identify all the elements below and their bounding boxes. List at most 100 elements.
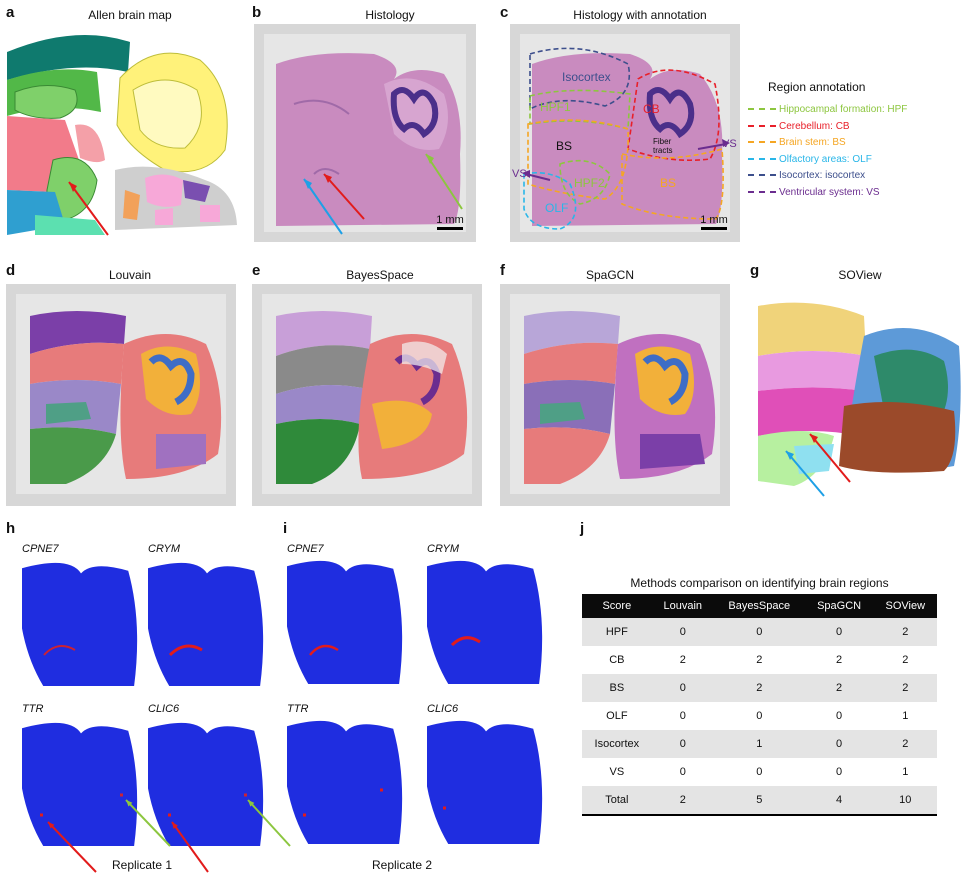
panel-title-g: SOView	[838, 268, 882, 282]
table-row: Total 2 5 4 10	[582, 786, 937, 816]
table-cell: 2	[651, 786, 714, 816]
gene-label-i-4: CLIC6	[427, 703, 459, 715]
panel-title-e: BayesSpace	[346, 268, 414, 282]
expression-hotspot	[168, 644, 203, 657]
gene-label-h-1: CPNE7	[22, 543, 59, 555]
gene-label-i-1: CPNE7	[287, 543, 324, 555]
table-cell: BS	[582, 674, 652, 702]
legend-item-label: Ventricular system: VS	[779, 186, 880, 198]
spagcn-clustering-map	[500, 284, 730, 506]
legend-swatch	[748, 141, 776, 144]
label-bs-left: BS	[556, 139, 573, 153]
arrow	[47, 821, 97, 873]
table-cell: HPF	[582, 618, 652, 646]
label-vs-right: VS	[722, 138, 737, 150]
legend-item-label: Isocortex: isocortex	[779, 170, 866, 181]
annotated-histology	[510, 24, 740, 242]
louvain-clustering-map	[6, 284, 236, 506]
legend-item: Isocortex: isocortex	[748, 170, 865, 181]
legend-title: Region annotation	[768, 80, 866, 94]
legend-item: Olfactory areas: OLF	[748, 154, 872, 165]
legend-item-label: Hippocampal formation: HPF	[779, 104, 908, 115]
table-cell: 4	[804, 786, 874, 816]
tissue-section	[22, 722, 138, 846]
table-row: BS 0 2 2 2	[582, 674, 937, 702]
arrow-head	[126, 800, 133, 807]
table-cell: 2	[756, 654, 763, 666]
tissue-section	[427, 560, 543, 684]
gene-label-h-4: CLIC6	[148, 703, 180, 715]
table-cell: 2	[804, 674, 874, 702]
table-row: HPF 0 0 0 2	[582, 618, 937, 646]
table-cell: 0	[836, 710, 843, 722]
panel-label-b: b	[252, 4, 262, 21]
tissue-section	[287, 560, 403, 684]
panel-title-f: SpaGCN	[585, 268, 635, 282]
legend-swatch	[748, 108, 776, 111]
table-cell: OLF	[606, 710, 628, 722]
table-cell: 0	[804, 618, 874, 646]
panel-label-j: j	[580, 520, 585, 537]
table-cell: 10	[873, 786, 937, 816]
panel-title-d: Louvain	[108, 268, 152, 282]
table-header-cell: BayesSpace	[713, 594, 805, 618]
legend-swatch	[748, 124, 776, 127]
table-header-cell: SOView	[873, 594, 937, 618]
histology-image	[254, 24, 476, 242]
table-cell: 5	[713, 786, 805, 816]
gene-label-h-3: TTR	[22, 703, 44, 715]
table-cell: 1	[713, 730, 805, 758]
table-cell: 0	[651, 618, 714, 646]
table-cell: 0	[651, 674, 714, 702]
scale-label-b: 1 mm	[436, 214, 464, 226]
table-cell: 0	[804, 730, 874, 758]
gene-label-h-2: CRYM	[148, 543, 180, 555]
scale-bar-c: 1 mm	[694, 214, 734, 230]
table-cell: 0	[651, 730, 714, 758]
panel-label-h: h	[6, 520, 16, 537]
caption-replicate-2: Replicate 2	[372, 858, 433, 872]
panel-label-a: a	[6, 4, 15, 21]
table-row: CB 2 2 2 2	[582, 646, 937, 674]
label-bs-right: BS	[660, 176, 677, 190]
label-isocortex: Isocortex	[562, 70, 611, 84]
panel-title-a: Allen brain map	[88, 8, 172, 22]
gene-label-i-2: CRYM	[427, 543, 459, 555]
tissue-section	[287, 720, 403, 844]
table-cell: 0	[756, 710, 763, 722]
table-cell: 0	[679, 710, 686, 722]
arrow	[125, 799, 171, 847]
table-cell: 2	[873, 674, 937, 702]
table-cell: 0	[756, 766, 763, 778]
table-cell: VS	[609, 766, 625, 778]
panel-title-b: Histology	[365, 8, 415, 22]
expression-hotspot	[309, 644, 339, 656]
arrow-head	[248, 800, 255, 807]
soview-map	[758, 302, 961, 497]
panel-label-d: d	[6, 262, 16, 279]
legend-item: Ventricular system: VS	[748, 187, 880, 198]
bayesspace-clustering-map	[252, 284, 482, 506]
legend-item: Cerebellum: CB	[748, 121, 850, 132]
arrow	[171, 821, 209, 873]
table-cell: 2	[873, 618, 937, 646]
table-row: Isocortex 0 1 0 2	[582, 730, 937, 758]
table-cell: 0	[713, 618, 805, 646]
legend-item: Hippocampal formation: HPF	[748, 104, 907, 115]
table-cell: 2	[902, 654, 909, 666]
expression-hotspot	[43, 645, 76, 656]
legend-item-label: Brain stem: BS	[779, 137, 846, 148]
panel-label-i: i	[283, 520, 288, 537]
table-cell: CB	[609, 654, 625, 666]
scale-bar-b: 1 mm	[430, 214, 470, 230]
arrow-head	[48, 822, 55, 829]
panel-label-c: c	[500, 4, 509, 21]
gene-label-i-3: TTR	[287, 703, 309, 715]
legend-item-label: Olfactory areas: OLF	[779, 153, 872, 165]
methods-comparison-table: Score Louvain BayesSpace SpaGCN SOView HPF 0 0…	[582, 594, 937, 816]
arrow	[247, 799, 291, 847]
tissue-section	[427, 720, 543, 844]
table-cell: 1	[902, 710, 909, 722]
legend-swatch	[748, 190, 776, 193]
table-row: VS 0 0 0 1	[582, 758, 937, 786]
